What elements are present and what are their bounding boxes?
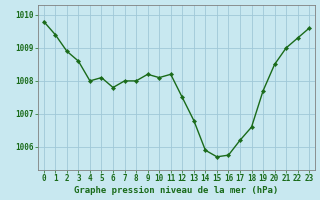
X-axis label: Graphe pression niveau de la mer (hPa): Graphe pression niveau de la mer (hPa) (74, 186, 279, 195)
